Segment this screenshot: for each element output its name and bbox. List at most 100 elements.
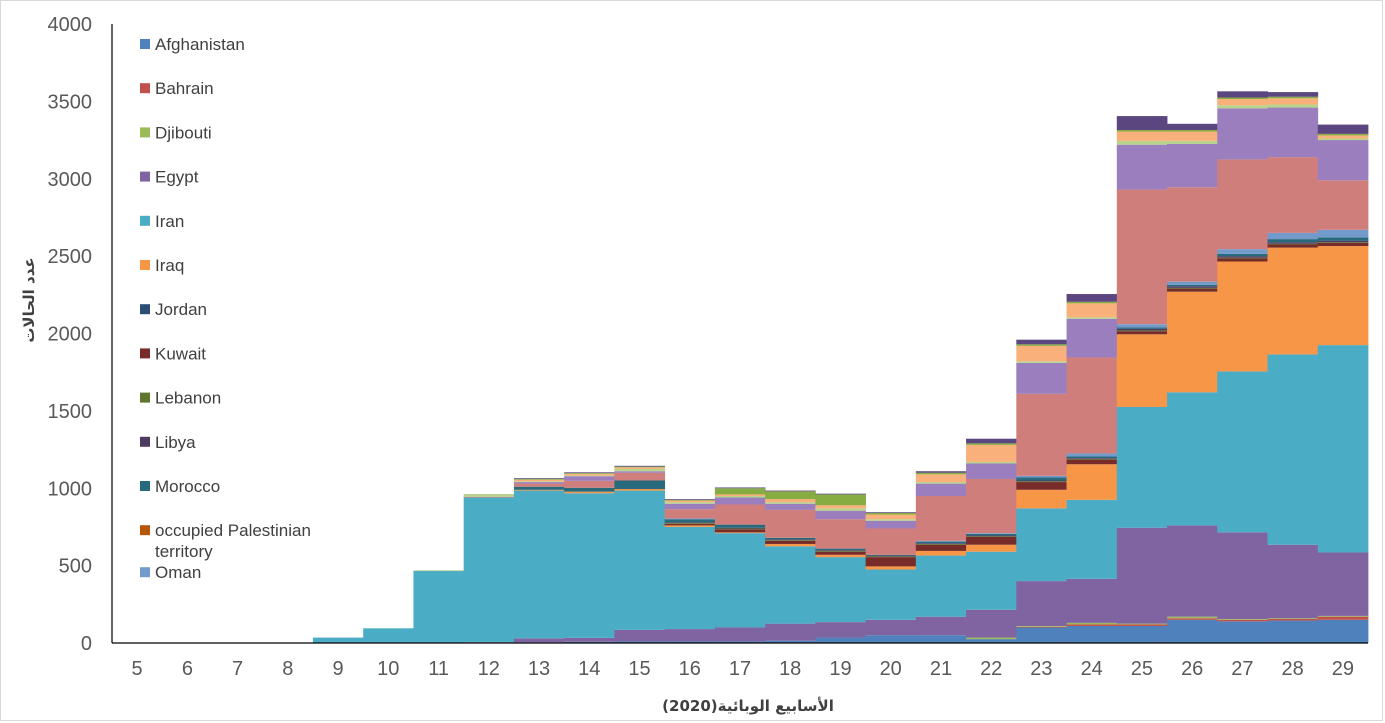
bar-segment-qatar-week-29: [1317, 180, 1369, 230]
bar-segment-qatar-week-21: [915, 495, 967, 541]
x-tick-label: 14: [578, 658, 600, 680]
bar-segment-uae-week-13: [513, 479, 565, 482]
bar-segment-libya-week-23: [1016, 480, 1067, 482]
bar-segment-somalia-week-23: [1016, 361, 1067, 363]
bar-segment-iraq-week-26: [1167, 291, 1218, 393]
bar-segment-iraq-week-28: [1267, 247, 1319, 355]
bar-segment-morocco-week-29: [1317, 237, 1369, 241]
bar-segment-saudi-arabia-week-28: [1267, 107, 1319, 158]
bar-segment-iran-week-13: [513, 490, 565, 639]
bar-segment-iran-week-20: [865, 569, 917, 620]
bar-segment-libya-week-19: [815, 550, 866, 551]
bar-segment-morocco-week-26: [1167, 284, 1218, 287]
bar-segment-egypt-week-27: [1217, 532, 1268, 620]
bar-segment-yemen-week-28: [1267, 96, 1319, 99]
legend-item: Oman: [140, 563, 201, 582]
y-tick-label: 1000: [48, 478, 93, 500]
x-tick-label: 20: [880, 658, 902, 680]
bar-segment-iran-week-12: [463, 497, 515, 643]
bar-segment-afghanistan-week-26: [1167, 619, 1218, 643]
bar-segment-uae-week-22: [966, 444, 1017, 462]
bar-segment-qatar-week-19: [815, 519, 866, 549]
legend-swatch: [140, 260, 150, 270]
bar-segment-oman-week-22: [966, 533, 1017, 534]
bar-segment-yemen-week-18: [765, 491, 816, 500]
bar-segment-uae-week-27: [1217, 99, 1268, 106]
bar-segment-kuwait-week-19: [815, 551, 866, 555]
bar-segment-saudi-arabia-week-25: [1116, 144, 1168, 190]
bar-segment-morocco-week-22: [966, 533, 1017, 536]
bar-segment-iraq-week-20: [865, 566, 917, 570]
legend-label: Kuwait: [155, 344, 206, 363]
bar-segment-morocco-week-23: [1016, 477, 1067, 481]
bar-segment-lebanon-week-16: [664, 523, 716, 524]
bar-segment-somalia-week-19: [815, 508, 866, 511]
bar-segment-afghanistan-week-16: [664, 641, 716, 643]
legend-swatch: [140, 304, 150, 315]
bar-segment-lebanon-week-24: [1066, 458, 1118, 460]
x-tick-label: 6: [182, 658, 193, 680]
bar-segment-egypt-week-24: [1066, 578, 1118, 623]
bar-segment-egypt-week-14: [564, 637, 615, 642]
legend-label: Jordan: [155, 300, 207, 319]
bar-segment-libya-week-16: [664, 522, 716, 524]
bar-segment-uae-week-19: [815, 505, 866, 509]
bar-segment-egypt-week-15: [614, 629, 666, 642]
bar-segment-egypt-week-23: [1016, 581, 1067, 626]
bar-segment-somalia-week-27: [1217, 105, 1268, 109]
bar-segment-afghanistan-week-25: [1116, 625, 1168, 643]
bar-segment-iran-week-16: [664, 526, 716, 630]
bar-segment-iraq-week-18: [765, 543, 816, 547]
legend-swatch: [140, 39, 150, 49]
bar-segment-saudi-arabia-week-16: [664, 503, 716, 510]
bar-segment-djibouti-week-28: [1267, 618, 1319, 620]
legend-label: Afghanistan: [155, 35, 245, 54]
bar-segment-iraq-week-15: [614, 489, 666, 491]
legend-item: occupied Palestinian territory: [140, 521, 311, 561]
bar-segment-uae-week-25: [1116, 131, 1168, 141]
bar-segment-iran-week-11: [413, 571, 465, 643]
bar-segment-bahrain-week-24: [1066, 624, 1118, 626]
legend-label: Lebanon: [155, 389, 221, 408]
bar-segment-bahrain-week-27: [1217, 619, 1268, 622]
bar-segment-yemen-week-21: [915, 472, 967, 475]
bar-segment-qatar-week-26: [1167, 187, 1218, 282]
bar-segment-qatar-week-12: [463, 496, 515, 498]
x-tick-label: 29: [1332, 658, 1354, 680]
bar-segment-egypt-week-21: [915, 616, 967, 636]
bar-segment-pakistan-other-week-15: [614, 465, 666, 467]
bar-segment-morocco-week-14: [564, 487, 615, 492]
bar-segment-kuwait-week-26: [1167, 288, 1218, 292]
bar-segment-pakistan-other-week-16: [664, 499, 716, 500]
x-tick-label: 15: [628, 658, 650, 680]
y-tick-labels: 0 500 1000 1500 2000 2500 3000 3500 4000: [48, 14, 93, 655]
bar-segment-uae-week-26: [1167, 131, 1218, 141]
bar-segment-kuwait-week-22: [966, 537, 1017, 545]
bar-segment-somalia-week-17: [714, 495, 766, 498]
bar-segment-uae-week-16: [664, 500, 716, 503]
legend-swatch: [140, 348, 150, 359]
legend-item: Lebanon: [140, 389, 221, 408]
bar-segment-somalia-week-15: [614, 468, 666, 472]
bar-segment-uae-week-15: [614, 467, 666, 469]
bar-segment-djibouti-week-22: [966, 637, 1017, 640]
bar-segment-iran-week-17: [714, 533, 766, 628]
bar-segment-lebanon-week-27: [1217, 257, 1268, 259]
x-tick-label: 17: [729, 658, 751, 680]
bar-segment-afghanistan-week-29: [1317, 619, 1369, 643]
y-tick-label: 0: [81, 633, 92, 655]
bar-segment-yemen-week-12: [463, 494, 515, 496]
legend-swatch: [140, 481, 150, 491]
bar-segment-iran-week-24: [1066, 499, 1118, 579]
bar-segment-libya-week-21: [915, 543, 967, 544]
bar-segment-lebanon-week-29: [1317, 242, 1369, 243]
bar-segment-afghanistan-week-19: [815, 637, 866, 643]
bar-segment-bahrain-week-28: [1267, 619, 1319, 621]
bar-segment-libya-week-18: [765, 539, 816, 541]
bar-segment-yemen-week-29: [1317, 133, 1369, 136]
bar-segment-kuwait-week-20: [865, 557, 917, 567]
bar-segment-yemen-week-19: [815, 494, 866, 506]
legend-label: Iraq: [155, 256, 184, 275]
bar-segment-iran-week-19: [815, 557, 866, 623]
legend-item: Afghanistan: [140, 35, 245, 54]
